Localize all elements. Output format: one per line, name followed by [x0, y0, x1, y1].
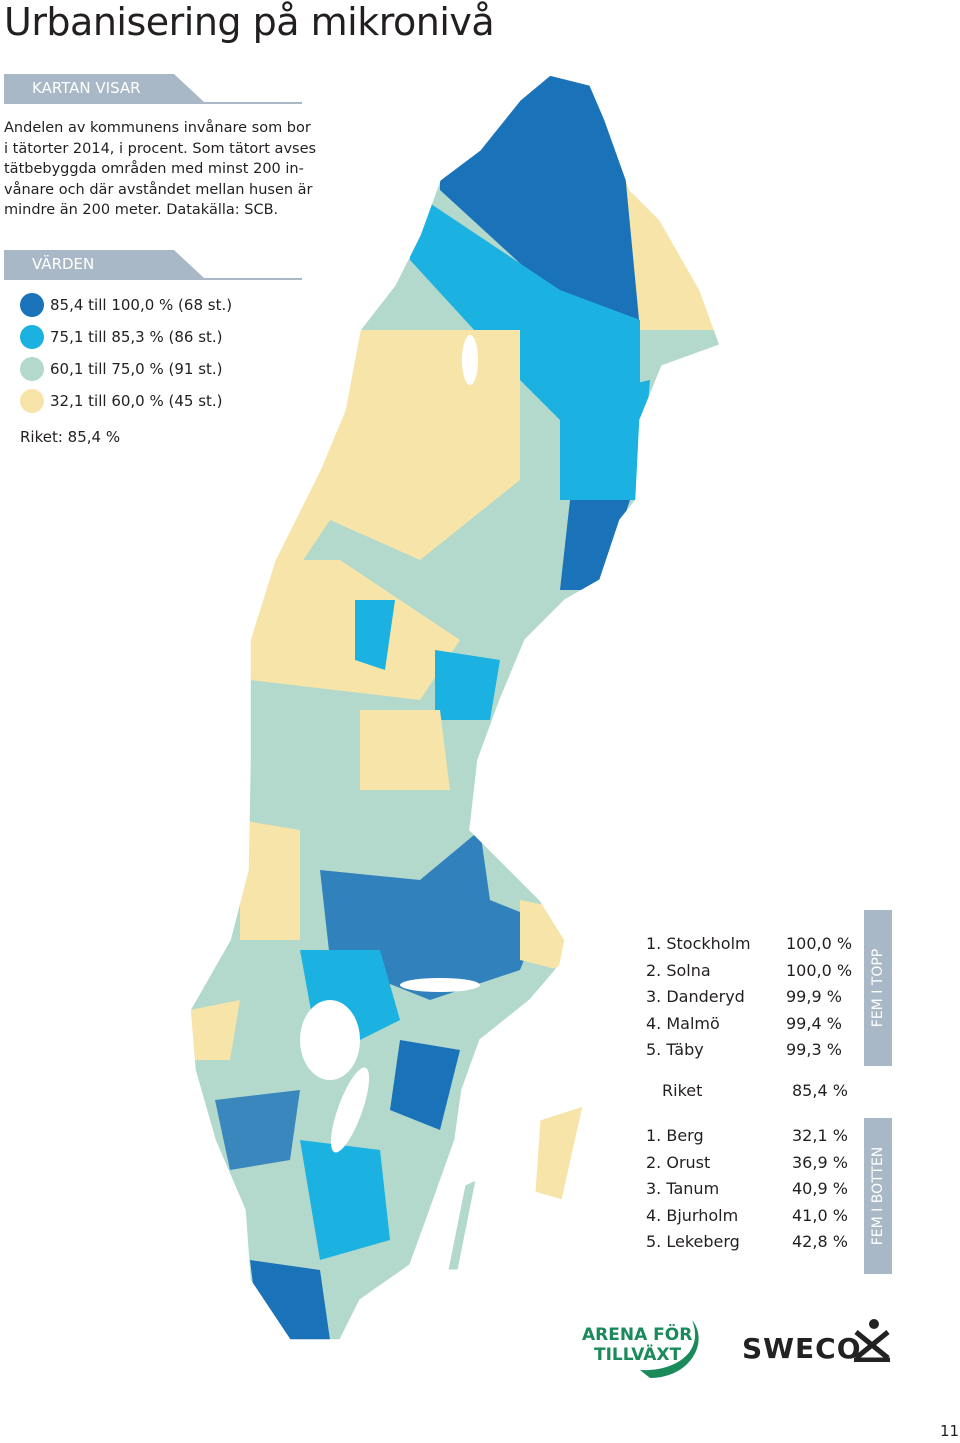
rank-value: 100,0 % [786, 960, 853, 980]
rank-value: 36,9 % [792, 1152, 848, 1172]
rank-value: 42,8 % [792, 1232, 848, 1251]
rank-value: 99,3 % [786, 1040, 842, 1059]
national-value: Riket: 85,4 % [20, 428, 121, 446]
rank-value: 32,1 % [792, 1126, 848, 1145]
top-label-text: FEM I TOPP [870, 948, 886, 1028]
arena-logo: ARENA FÖR TILLVÄXT [582, 1320, 699, 1378]
arena-line-1: ARENA FÖR [582, 1323, 692, 1345]
info-line: mindre än 200 meter. Datakälla: SCB. [4, 202, 279, 218]
info-text: Andelen av kommunens invånare som bor i t… [4, 118, 316, 221]
title: Urbanisering på mikronivå [4, 0, 495, 44]
legend-swatch [20, 389, 44, 413]
rank-name: 2. Orust [646, 1152, 711, 1172]
legend-label: 85,4 till 100,0 % (68 st.) [50, 296, 233, 314]
info-line: Andelen av kommunens invånare som bor [4, 120, 311, 136]
bottom-label-text: FEM I BOTTEN [870, 1146, 886, 1246]
rank-name: 5. Täby [646, 1040, 704, 1059]
legend-tab: VÄRDEN [4, 250, 302, 280]
info-line: tätbebyggda områden med minst 200 in- [4, 161, 304, 177]
legend-item: 32,1 till 60,0 % (45 st.) [20, 389, 223, 413]
legend-swatch [20, 325, 44, 349]
national-row-value: 85,4 % [792, 1081, 848, 1100]
rank-value: 99,4 % [786, 1013, 842, 1033]
legend-label: 75,1 till 85,3 % (86 st.) [50, 328, 223, 346]
top-label: FEM I TOPP [864, 910, 892, 1066]
rank-name: 4. Bjurholm [646, 1205, 739, 1225]
rank-value: 41,0 % [792, 1205, 848, 1225]
page-number: 11 [940, 1422, 960, 1440]
info-tab: KARTAN VISAR [4, 74, 302, 104]
rank-name: 3. Danderyd [646, 987, 745, 1006]
legend-item: 60,1 till 75,0 % (91 st.) [20, 357, 223, 381]
legend-swatch [20, 293, 44, 317]
legend-label: 60,1 till 75,0 % (91 st.) [50, 360, 223, 378]
national-name: Riket [662, 1081, 703, 1100]
rank-value: 100,0 % [786, 934, 853, 953]
legend-heading: VÄRDEN [4, 250, 204, 278]
info-line: vånare och där avståndet mellan husen är [4, 181, 313, 198]
legend-item: 85,4 till 100,0 % (68 st.) [20, 293, 232, 317]
rank-name: 1. Stockholm [646, 934, 751, 953]
info-line: i tätorter 2014, i procent. Som tätort a… [4, 140, 317, 157]
rank-name: 1. Berg [646, 1126, 704, 1145]
sweco-logo: SWECO [742, 1332, 862, 1365]
rank-value: 99,9 % [786, 987, 842, 1006]
rank-name: 2. Solna [646, 960, 711, 980]
bottom-label: FEM I BOTTEN [864, 1118, 892, 1274]
arena-line-2: TILLVÄXT [594, 1343, 682, 1365]
sweco-icon [854, 1319, 890, 1362]
legend-label: 32,1 till 60,0 % (45 st.) [50, 392, 223, 410]
rank-name: 3. Tanum [646, 1179, 720, 1198]
legend-item: 75,1 till 85,3 % (86 st.) [20, 325, 223, 349]
info-heading: KARTAN VISAR [4, 74, 204, 102]
rank-name: 4. Malmö [646, 1013, 720, 1033]
rank-value: 40,9 % [792, 1179, 848, 1198]
legend-swatch [20, 357, 44, 381]
rank-name: 5. Lekeberg [646, 1232, 740, 1251]
